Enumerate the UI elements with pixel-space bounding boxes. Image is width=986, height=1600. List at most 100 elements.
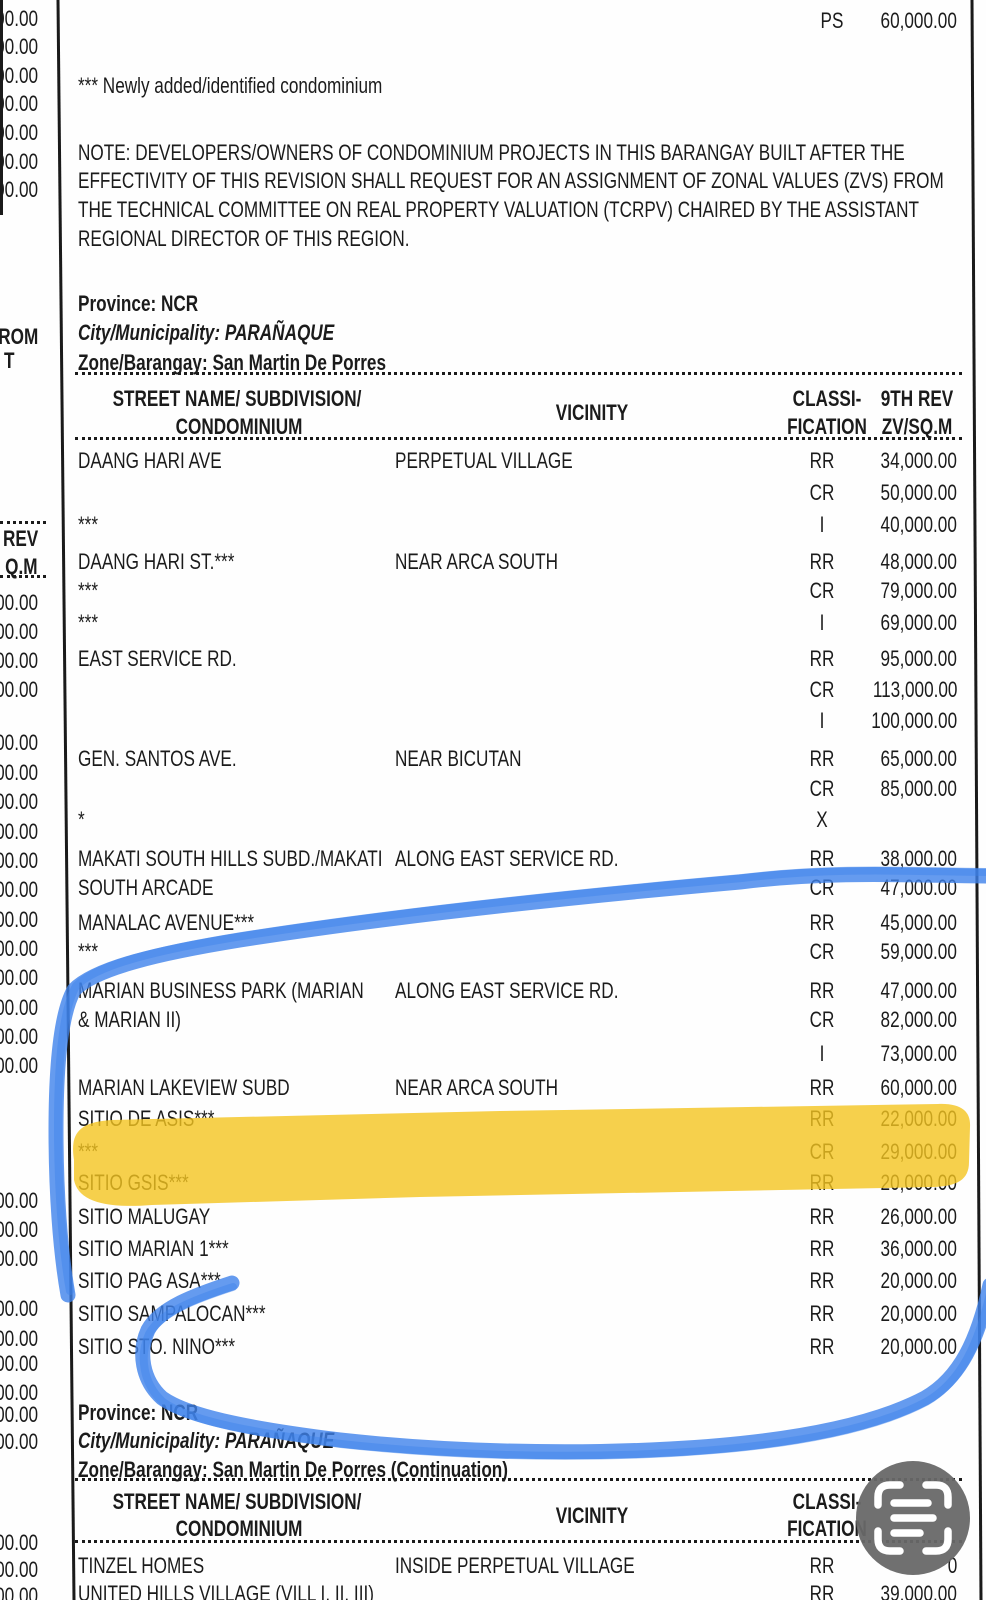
left-strip-value: 00.00 (0, 1326, 38, 1351)
col-classification-header: CLASSI- (792, 1489, 862, 1514)
classification-cell: RR (809, 978, 835, 1003)
table-row: MANALAC AVENUE*** RR 45,000.00 (0, 912, 986, 938)
left-strip-value: Q.M (5, 554, 38, 579)
table-header-divider (75, 1478, 962, 1481)
vicinity-cell: INSIDE PERPETUAL VILLAGE (395, 1553, 635, 1578)
classification-cell: RR (809, 846, 835, 871)
table-row: *** CR 29,000.00 (0, 1141, 986, 1167)
table-row: I 100,000.00 (0, 710, 986, 736)
table-row: SITIO PAG ASA*** RR 20,000.00 (0, 1270, 986, 1296)
left-strip-value: 00.00 (0, 648, 38, 673)
street-cell: MARIAN BUSINESS PARK (MARIAN (78, 978, 364, 1003)
zv-cell: 39,000.00 (880, 1581, 957, 1600)
classification-cell: CR (809, 939, 835, 964)
left-strip-value: 00.00 (0, 789, 38, 814)
zv-cell: 47,000.00 (880, 978, 957, 1003)
street-cell: SITIO DE ASIS*** (78, 1106, 215, 1131)
street-cell: UNITED HILLS VILLAGE (VILL I, II, III) (78, 1581, 374, 1600)
classification-cell: RR (809, 1581, 835, 1600)
classification-cell: CR (809, 875, 835, 900)
zone-label: Zone/Barangay: San Martin De Porres (78, 350, 387, 375)
left-strip-value: 00.00 (0, 6, 38, 31)
zv-cell: 26,000.00 (880, 1204, 957, 1229)
left-strip-value: 00.00 (0, 149, 38, 174)
zv-cell: 20,000.00 (880, 1170, 957, 1195)
table-header-divider (75, 372, 962, 375)
zv-cell: 20,000.00 (880, 1334, 957, 1359)
street-cell: *** (78, 1139, 99, 1164)
left-strip-value: 00.00 (0, 619, 38, 644)
zv-cell: 47,000.00 (880, 875, 957, 900)
zv-cell: 0 (947, 1553, 957, 1578)
left-strip-value: 00.00 (0, 848, 38, 873)
col-zv-header: 9TH REV (880, 386, 954, 411)
col-zv-header2: ZV/SQ.M (881, 414, 953, 439)
classification-cell: I (819, 708, 825, 733)
table-row: *** I 69,000.00 (0, 612, 986, 638)
vicinity-cell: ALONG EAST SERVICE RD. (395, 846, 619, 871)
left-strip-value: REV (2, 526, 38, 551)
street-cell: * (78, 807, 85, 832)
left-strip-value: 00.00 (0, 1296, 38, 1321)
left-strip-value: 00.00 (0, 1429, 38, 1454)
zv-cell: 59,000.00 (880, 939, 957, 964)
top-classification: PS (820, 8, 844, 33)
table-row: MAKATI SOUTH HILLS SUBD./MAKATI ALONG EA… (0, 848, 986, 874)
zv-cell: 73,000.00 (880, 1041, 957, 1066)
table-row: DAANG HARI AVE PERPETUAL VILLAGE RR 34,0… (0, 450, 986, 476)
city-label: City/Municipality: PARAÑAQUE (78, 320, 335, 345)
province-label: Province: NCR (78, 291, 199, 316)
zv-cell: 36,000.00 (880, 1236, 957, 1261)
street-cell: DAANG HARI ST.*** (78, 549, 235, 574)
table-row: SITIO GSIS*** RR 20,000.00 (0, 1172, 986, 1198)
classification-cell: RR (809, 1075, 835, 1100)
table-row: MARIAN LAKEVIEW SUBD NEAR ARCA SOUTH RR … (0, 1077, 986, 1103)
left-strip-value: 00.00 (0, 1380, 38, 1405)
left-strip-value: 00.00 (0, 91, 38, 116)
zv-cell: 100,000.00 (871, 708, 957, 733)
left-strip-value: 00.00 (0, 1024, 38, 1049)
scan-document-icon (874, 1481, 952, 1555)
table-row: & MARIAN II) CR 82,000.00 (0, 1009, 986, 1035)
vicinity-cell: PERPETUAL VILLAGE (395, 448, 573, 473)
street-cell: SITIO PAG ASA*** (78, 1268, 221, 1293)
vicinity-cell: NEAR ARCA SOUTH (395, 1075, 559, 1100)
table-row: SITIO MALUGAY RR 26,000.00 (0, 1206, 986, 1232)
street-cell: SITIO SAMPALOCAN*** (78, 1301, 266, 1326)
table-header-divider (75, 437, 962, 440)
zv-cell: 40,000.00 (880, 512, 957, 537)
col-street-header: STREET NAME/ SUBDIVISION/ (112, 1489, 362, 1514)
classification-cell: CR (809, 776, 835, 801)
left-strip-value: 00.00 (0, 877, 38, 902)
left-strip-value: 00.00 (0, 120, 38, 145)
table-row: CR 50,000.00 (0, 482, 986, 508)
left-strip-value: 00.00 (0, 63, 38, 88)
classification-cell: RR (809, 1553, 835, 1578)
classification-cell: RR (809, 549, 835, 574)
zv-cell: 34,000.00 (880, 448, 957, 473)
classification-cell: RR (809, 448, 835, 473)
col-street-header2: CONDOMINIUM (175, 414, 303, 439)
table-row: *** CR 79,000.00 (0, 580, 986, 606)
vicinity-cell: ALONG EAST SERVICE RD. (395, 978, 619, 1003)
province-label: Province: NCR (78, 1400, 199, 1425)
table-row: SOUTH ARCADE CR 47,000.00 (0, 877, 986, 903)
left-strip-value: 00.00 (0, 1557, 38, 1582)
left-strip-value: 00.00 (0, 1530, 38, 1555)
note-line: EFFECTIVITY OF THIS REVISION SHALL REQUE… (78, 168, 944, 193)
classification-cell: X (816, 807, 828, 832)
left-strip-value: 00.00 (0, 677, 38, 702)
left-strip-value: 00.00 (0, 819, 38, 844)
table-row: CR 113,000.00 (0, 679, 986, 705)
vicinity-cell: NEAR BICUTAN (395, 746, 522, 771)
table-row: MARIAN BUSINESS PARK (MARIAN ALONG EAST … (0, 980, 986, 1006)
street-cell: MARIAN LAKEVIEW SUBD (78, 1075, 290, 1100)
table-row: TINZEL HOMES INSIDE PERPETUAL VILLAGE RR… (0, 1555, 986, 1581)
street-cell: GEN. SANTOS AVE. (78, 746, 237, 771)
scan-button[interactable] (856, 1461, 970, 1575)
vicinity-cell: NEAR ARCA SOUTH (395, 549, 559, 574)
classification-cell: I (819, 512, 825, 537)
street-cell: SITIO MARIAN 1*** (78, 1236, 229, 1261)
zv-cell: 113,000.00 (872, 677, 957, 702)
